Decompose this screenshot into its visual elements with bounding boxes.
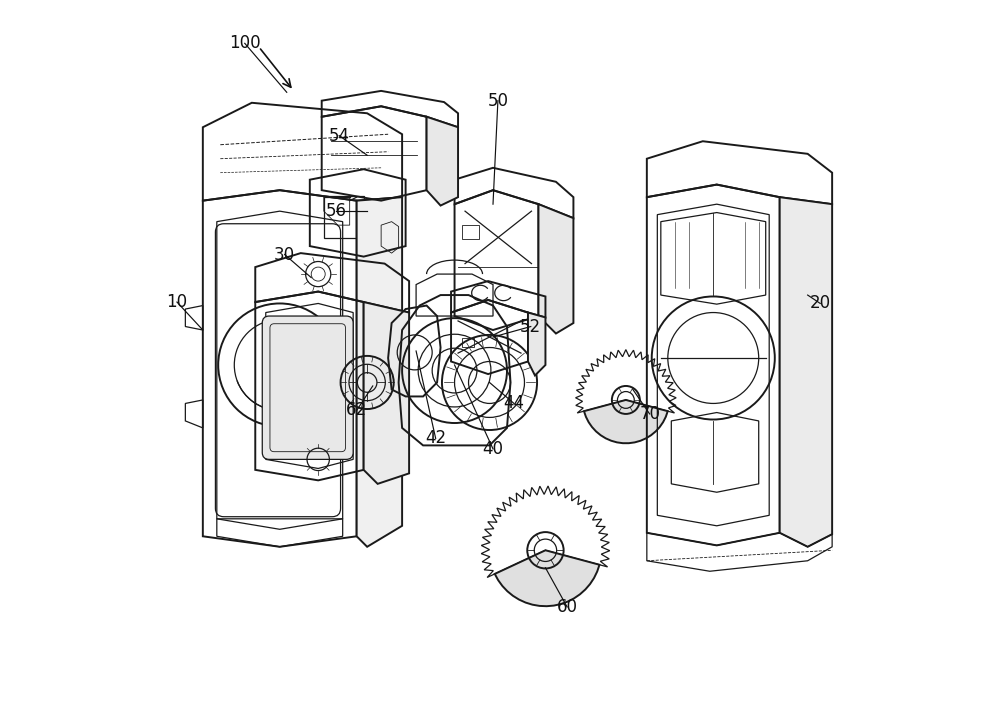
Polygon shape [357, 197, 402, 547]
Polygon shape [538, 204, 573, 333]
Text: 56: 56 [326, 202, 347, 220]
Bar [462, 225, 479, 239]
Text: 52: 52 [520, 317, 541, 336]
FancyBboxPatch shape [262, 316, 353, 459]
Polygon shape [427, 117, 458, 206]
Text: 50: 50 [487, 92, 508, 110]
Polygon shape [495, 550, 599, 607]
Text: 10: 10 [166, 293, 188, 311]
Text: 40: 40 [483, 440, 504, 458]
Polygon shape [780, 197, 832, 547]
Bar [324, 196, 364, 238]
Polygon shape [528, 312, 545, 376]
Text: 30: 30 [274, 246, 295, 263]
Text: 54: 54 [329, 126, 350, 145]
Text: 44: 44 [503, 395, 524, 413]
Text: 42: 42 [425, 430, 446, 447]
Text: 100: 100 [229, 34, 261, 53]
Text: 70: 70 [639, 405, 660, 423]
Text: 60: 60 [557, 598, 578, 616]
Text: 20: 20 [810, 294, 831, 312]
Bar [462, 338, 474, 347]
Polygon shape [584, 400, 668, 443]
Text: 62: 62 [346, 402, 367, 419]
Polygon shape [364, 302, 409, 484]
